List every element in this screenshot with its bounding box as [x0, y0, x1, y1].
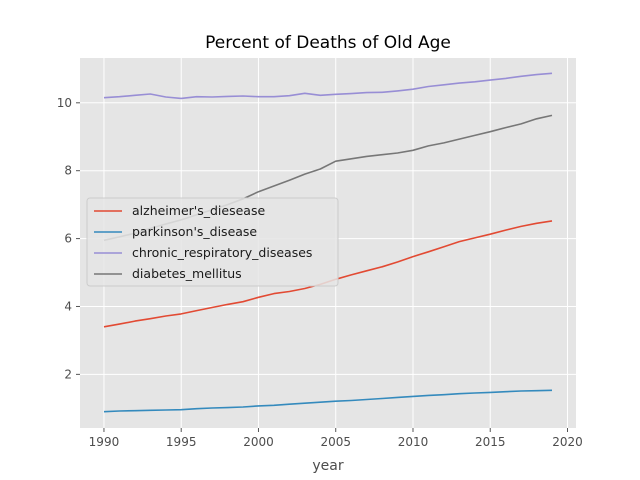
- x-tick-label: 2015: [475, 435, 506, 449]
- legend-label-2: chronic_respiratory_diseases: [132, 245, 312, 260]
- x-tick-label: 2005: [320, 435, 351, 449]
- axis-ticks: 1990 1995 2000 2005 2010 2015 2020 2 4 6 8 10: [57, 96, 583, 449]
- grid: [80, 58, 576, 428]
- y-tick-label: 6: [64, 232, 72, 246]
- legend-label-0: alzheimer's_diesease: [132, 203, 265, 218]
- x-tick-label: 1995: [166, 435, 197, 449]
- legend: alzheimer's_diesease parkinson's_diseasec…: [86, 197, 339, 287]
- x-tick-label: 1990: [89, 435, 120, 449]
- y-tick-label: 8: [64, 164, 72, 178]
- x-tick-label: 2020: [552, 435, 583, 449]
- legend-label-1: parkinson's_disease: [132, 224, 257, 239]
- legend-label-3: diabetes_mellitus: [132, 266, 242, 281]
- series-line-1: [103, 389, 553, 413]
- x-axis-label: year: [312, 458, 343, 474]
- legend-box: [86, 197, 339, 287]
- x-tick-label: 2010: [398, 435, 429, 449]
- series-line-2: [103, 72, 553, 100]
- y-tick-label: 4: [64, 299, 72, 313]
- x-tick-label: 2000: [243, 435, 274, 449]
- chart-title: Percent of Deaths of Old Age: [205, 33, 451, 53]
- y-tick-label: 2: [64, 367, 72, 381]
- y-tick-label: 10: [57, 96, 72, 110]
